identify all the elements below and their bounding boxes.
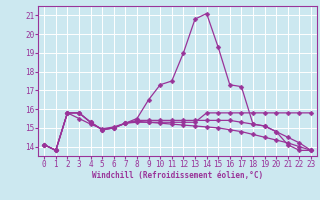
X-axis label: Windchill (Refroidissement éolien,°C): Windchill (Refroidissement éolien,°C): [92, 171, 263, 180]
